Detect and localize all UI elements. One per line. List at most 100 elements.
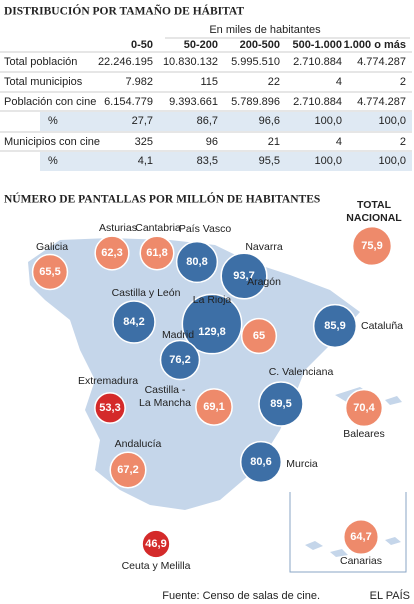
bubble — [258, 381, 304, 427]
cell: 100,0 — [314, 155, 342, 167]
bubble-value: 53,3 — [99, 402, 120, 414]
region-label: Canarias — [340, 555, 382, 567]
cell: 4.774.287 — [357, 96, 406, 108]
bubble — [239, 440, 283, 484]
cell: 4 — [336, 136, 342, 148]
cell: 100,0 — [314, 115, 342, 127]
cell: 9.393.661 — [169, 96, 218, 108]
map-title: NÚMERO DE PANTALLAS POR MILLÓN DE HABITA… — [4, 192, 320, 206]
credit: EL PAÍS — [370, 589, 410, 602]
region-label: Murcia — [286, 458, 318, 470]
bubble-value: 67,2 — [117, 464, 138, 476]
bubble-value: 80,8 — [186, 256, 207, 268]
region-label: Andalucía — [115, 438, 162, 450]
region-label: TOTAL NACIONAL — [346, 199, 402, 224]
cell: 4 — [336, 76, 342, 88]
row-label: Total población — [4, 56, 77, 68]
column-header: 0-50 — [131, 39, 153, 51]
row-label: % — [48, 115, 58, 127]
region-label: Castilla y León — [112, 287, 181, 299]
bubble-value: 93,7 — [233, 270, 254, 282]
region-label: Aragón — [247, 276, 281, 288]
cell: 100,0 — [378, 115, 406, 127]
column-header: 500-1.000 — [292, 39, 342, 51]
bubble — [175, 240, 219, 284]
bubble-value: 70,4 — [353, 402, 375, 414]
region-label: Extremadura — [78, 375, 138, 387]
bubble-value: 64,7 — [350, 531, 371, 543]
cell: 22.246.195 — [98, 56, 153, 68]
row-label: % — [48, 155, 58, 167]
region-label: Baleares — [343, 428, 384, 440]
region-label: La Rioja — [193, 294, 232, 306]
bubble — [344, 388, 384, 428]
cell: 10.830.132 — [163, 56, 218, 68]
cell: 4,1 — [138, 155, 153, 167]
cell: 96 — [206, 136, 218, 148]
column-header: 50-200 — [184, 39, 218, 51]
row-shade — [40, 112, 412, 131]
region-label: Cataluña — [361, 320, 403, 332]
bubble — [141, 529, 171, 559]
cell: 21 — [268, 136, 280, 148]
cell: 22 — [268, 76, 280, 88]
region-label: Madrid — [162, 329, 194, 341]
bubble — [342, 518, 380, 556]
table-title: DISTRIBUCIÓN POR TAMAÑO DE HÁBITAT — [4, 4, 244, 18]
region-label: País Vasco — [179, 223, 231, 235]
cell: 95,5 — [259, 155, 280, 167]
cell: 115 — [200, 76, 218, 88]
bubble-value: 84,2 — [123, 316, 144, 328]
bubble — [112, 300, 156, 344]
bubble-value: 69,1 — [203, 401, 224, 413]
column-header: 1.000 o más — [344, 39, 406, 51]
cell: 96,6 — [259, 115, 280, 127]
cell: 86,7 — [197, 115, 218, 127]
bubble-value: 76,2 — [169, 354, 190, 366]
bubble — [31, 253, 69, 291]
cell: 5.789.896 — [231, 96, 280, 108]
cell: 2 — [400, 136, 406, 148]
bubble-value: 46,9 — [145, 538, 166, 550]
bubble — [351, 225, 393, 267]
cell: 325 — [135, 136, 153, 148]
cell: 2.710.884 — [293, 96, 342, 108]
region-label: C. Valenciana — [269, 366, 334, 378]
row-label: Población con cine — [4, 96, 96, 108]
cell: 7.982 — [125, 76, 153, 88]
row-label: Total municipios — [4, 76, 83, 88]
bubble — [312, 303, 358, 349]
bubble — [139, 235, 175, 271]
region-label: Castilla -La Mancha — [139, 384, 191, 409]
bubble — [94, 392, 126, 424]
bubble-value: 65,5 — [39, 266, 60, 278]
cell: 2 — [400, 76, 406, 88]
bubble — [94, 235, 130, 271]
cell: 100,0 — [378, 155, 406, 167]
cell: 27,7 — [132, 115, 153, 127]
bubble-value: 65 — [253, 330, 265, 342]
bubble — [220, 252, 268, 300]
unit-note: En miles de habitantes — [209, 24, 321, 36]
source: Fuente: Censo de salas de cine. — [162, 590, 320, 602]
region-label: Galicia — [36, 241, 68, 253]
bubble-value: 61,8 — [146, 247, 167, 259]
cell: 6.154.779 — [104, 96, 153, 108]
bubble — [195, 388, 233, 426]
bubble-value: 75,9 — [361, 240, 382, 252]
cell: 2.710.884 — [293, 56, 342, 68]
bubble — [240, 317, 278, 355]
bubble — [159, 339, 201, 381]
bubble-value: 62,3 — [101, 247, 122, 259]
cell: 4.774.287 — [357, 56, 406, 68]
region-label: Asturias — [99, 222, 137, 234]
cell: 5.995.510 — [231, 56, 280, 68]
bubble-value: 129,8 — [198, 326, 226, 338]
bubble — [109, 451, 147, 489]
region-label: Cantabria — [135, 222, 181, 234]
region-label: Navarra — [245, 241, 283, 253]
row-shade — [40, 152, 412, 171]
bubble — [181, 293, 243, 355]
bubble-value: 89,5 — [270, 398, 291, 410]
